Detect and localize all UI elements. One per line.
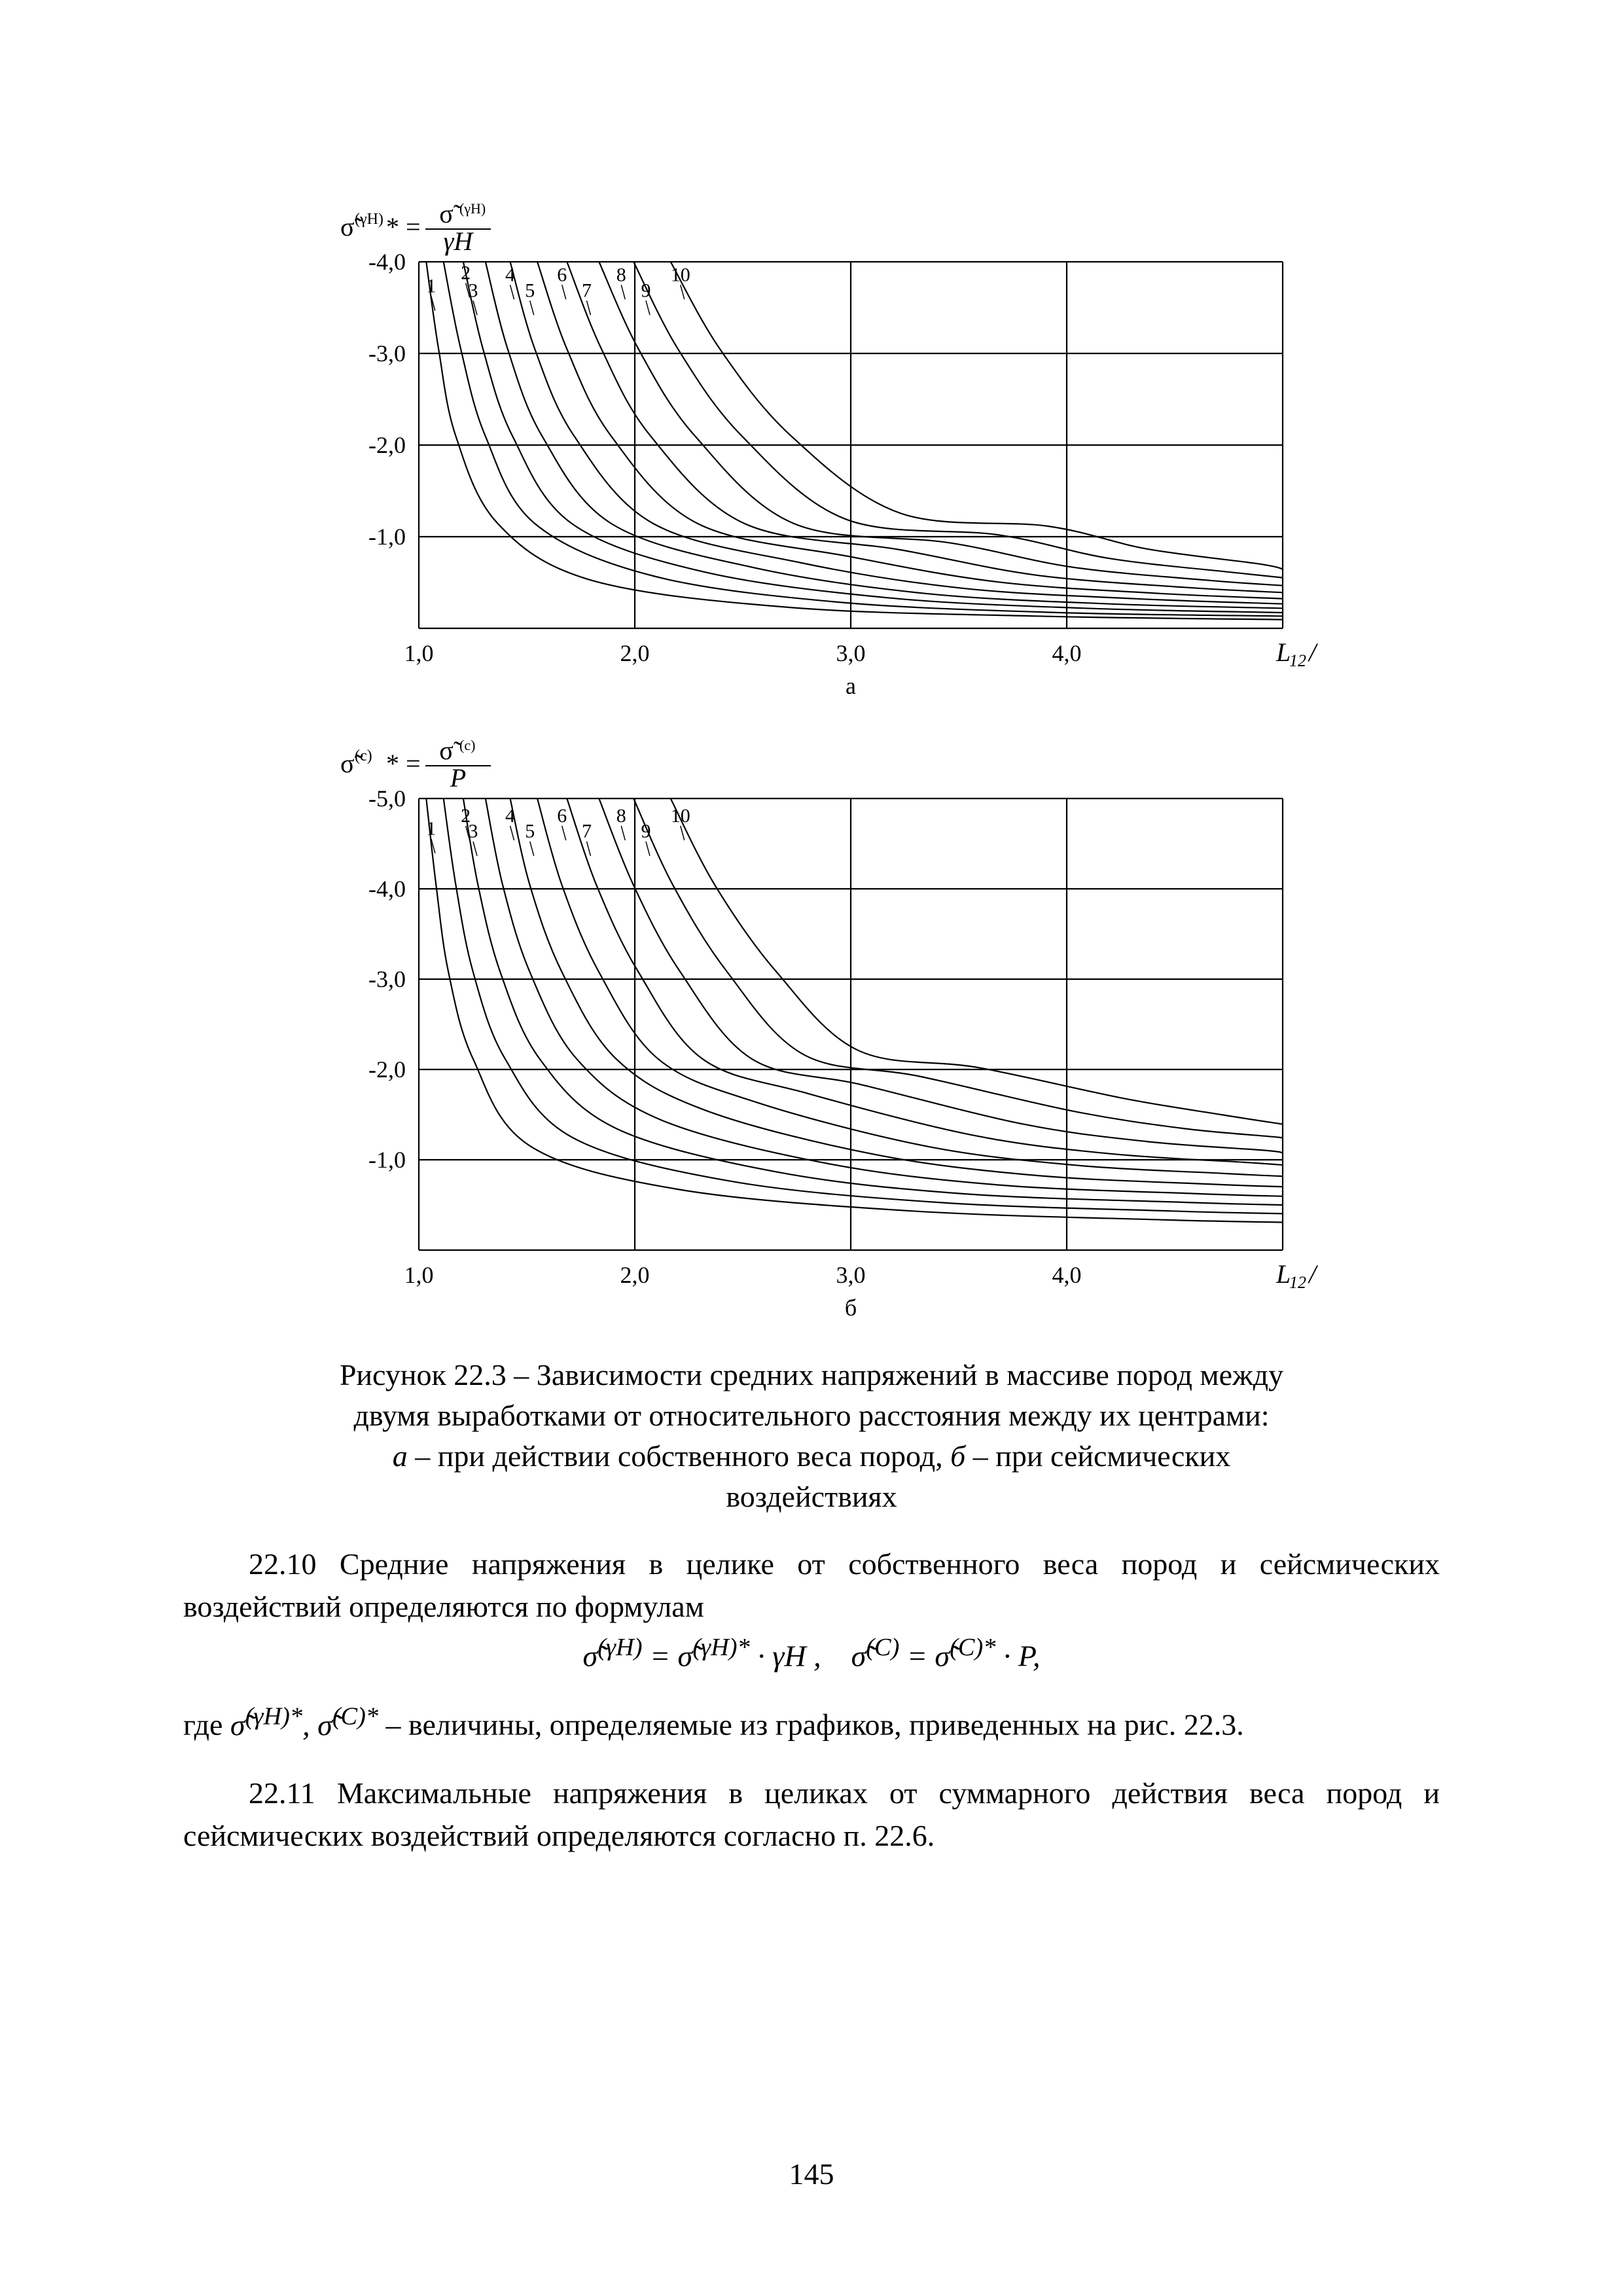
svg-text:-1,0: -1,0 (368, 524, 406, 550)
caption-line3: а – при действии собственного веса пород… (393, 1439, 1231, 1473)
svg-text:/ R: / R (1308, 637, 1322, 667)
svg-text:-4,0: -4,0 (368, 249, 406, 275)
svg-text:а: а (846, 673, 856, 699)
caption-line2: двумя выработками от относительного расс… (353, 1399, 1269, 1432)
caption-line1: Рисунок 22.3 – Зависимости средних напря… (340, 1358, 1283, 1391)
svg-text:4,0: 4,0 (1052, 640, 1082, 666)
svg-text:-3,0: -3,0 (368, 966, 406, 992)
svg-text:-3,0: -3,0 (368, 340, 406, 367)
chart-b: -1,0-2,0-3,0-4,0-5,01,02,03,04,0L12/ R2б… (301, 707, 1322, 1335)
svg-text:6: 6 (557, 805, 567, 827)
svg-text:3,0: 3,0 (836, 640, 866, 666)
svg-text:12: 12 (1289, 1273, 1306, 1292)
svg-text:3: 3 (468, 821, 478, 842)
svg-text:1,0: 1,0 (404, 640, 434, 666)
svg-text:12: 12 (1289, 651, 1306, 670)
svg-text:9: 9 (641, 821, 651, 842)
page-number: 145 (0, 2157, 1623, 2191)
svg-text:2,0: 2,0 (620, 640, 650, 666)
svg-text:5: 5 (525, 821, 535, 842)
chart-b-container: -1,0-2,0-3,0-4,0-5,01,02,03,04,0L12/ R2б… (183, 707, 1440, 1335)
figure-caption: Рисунок 22.3 – Зависимости средних напря… (183, 1355, 1440, 1517)
svg-text:1: 1 (426, 276, 436, 297)
caption-line4: воздействиях (726, 1480, 897, 1513)
svg-text:3,0: 3,0 (836, 1262, 866, 1288)
svg-text:P: P (450, 763, 466, 793)
svg-text:-5,0: -5,0 (368, 785, 406, 812)
svg-text:1: 1 (426, 818, 436, 840)
svg-text:8: 8 (616, 264, 626, 285)
svg-text:1,0: 1,0 (404, 1262, 434, 1288)
svg-text:(γH): (γH) (355, 211, 383, 228)
paragraph-22-11: 22.11 Максимальные напряжения в целиках … (183, 1772, 1440, 1857)
svg-text:10: 10 (671, 805, 690, 827)
svg-text:7: 7 (582, 821, 592, 842)
svg-text:-2,0: -2,0 (368, 432, 406, 458)
chart-a: -1,0-2,0-3,0-4,01,02,03,04,0L12/ R2аσ̃(γ… (301, 170, 1322, 707)
svg-text:7: 7 (582, 279, 592, 301)
svg-text:-4,0: -4,0 (368, 876, 406, 902)
svg-text:б: б (845, 1295, 857, 1321)
svg-text:(γH): (γH) (459, 200, 486, 217)
svg-text:(c): (c) (355, 747, 372, 764)
svg-text:L: L (1275, 637, 1291, 667)
svg-text:(c): (c) (459, 737, 475, 753)
svg-text:* =: * = (386, 749, 421, 778)
svg-text:γH: γH (444, 226, 474, 256)
svg-text:3: 3 (468, 279, 478, 301)
chart-a-container: -1,0-2,0-3,0-4,01,02,03,04,0L12/ R2аσ̃(γ… (183, 170, 1440, 707)
svg-text:4: 4 (505, 264, 515, 285)
svg-text:4,0: 4,0 (1052, 1262, 1082, 1288)
svg-text:5: 5 (525, 279, 535, 301)
svg-text:9: 9 (641, 279, 651, 301)
svg-text:/ R: / R (1308, 1259, 1322, 1289)
svg-text:2,0: 2,0 (620, 1262, 650, 1288)
svg-text:4: 4 (505, 805, 515, 827)
paragraph-22-10: 22.10 Средние напряжения в целике от соб… (183, 1543, 1440, 1628)
svg-text:-2,0: -2,0 (368, 1056, 406, 1083)
svg-text:* =: * = (386, 212, 421, 242)
formula-line: σ̃(γH) = σ̃(γH)* · γH , σ̃(C) = σ̃(C)* ·… (183, 1633, 1440, 1673)
paragraph-where: где σ̃(γH)*, σ̃(C)* – величины, определя… (183, 1699, 1440, 1746)
svg-text:-1,0: -1,0 (368, 1147, 406, 1173)
svg-text:10: 10 (671, 264, 690, 285)
svg-text:6: 6 (557, 264, 567, 285)
svg-text:8: 8 (616, 805, 626, 827)
svg-text:L: L (1275, 1259, 1291, 1289)
